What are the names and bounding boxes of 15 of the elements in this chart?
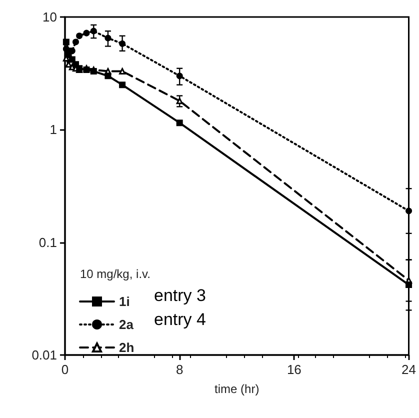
- x-axis-title: time (hr): [214, 382, 260, 396]
- legend-label: 2h: [119, 340, 134, 355]
- x-tick-label: 0: [61, 362, 69, 377]
- y-tick-label: 0.1: [38, 234, 57, 250]
- y-tick-label: 1: [50, 122, 57, 138]
- annotation: entry 4: [154, 310, 206, 329]
- x-tick-label: 16: [286, 362, 302, 377]
- legend-label: 2a: [119, 317, 134, 332]
- y-tick-label: 10: [42, 10, 57, 24]
- legend-title: 10 mg/kg, i.v.: [80, 267, 150, 281]
- x-tick-label: 24: [402, 362, 416, 377]
- annotation: entry 3: [154, 286, 206, 305]
- y-tick-label: 0.01: [32, 348, 57, 362]
- legend-label: 1i: [119, 294, 130, 309]
- x-tick-label: 8: [176, 362, 184, 377]
